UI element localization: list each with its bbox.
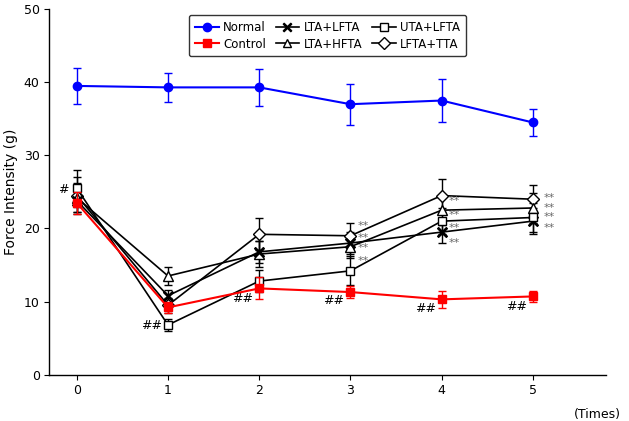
Text: **: ** [449,224,460,234]
Y-axis label: Force Intensity (g): Force Intensity (g) [4,129,18,255]
Text: ##: ## [415,302,436,315]
Text: **: ** [358,256,369,266]
Text: ##: ## [506,299,527,312]
Legend: Normal, Control, LTA+LFTA, LTA+HFTA, UTA+LFTA, LFTA+TTA: Normal, Control, LTA+LFTA, LTA+HFTA, UTA… [189,15,466,56]
Text: ##: ## [323,294,345,307]
Text: **: ** [544,224,555,234]
Text: (Times): (Times) [574,408,621,421]
Text: **: ** [449,238,460,248]
Text: **: ** [358,233,369,243]
Text: ##: ## [141,319,162,332]
Text: **: ** [544,213,555,222]
Text: **: ** [358,243,369,253]
Text: #: # [58,183,69,196]
Text: **: ** [449,196,460,206]
Text: **: ** [358,221,369,231]
Text: **: ** [544,193,555,203]
Text: **: ** [449,210,460,220]
Text: **: ** [544,203,555,213]
Text: ##: ## [232,292,253,305]
